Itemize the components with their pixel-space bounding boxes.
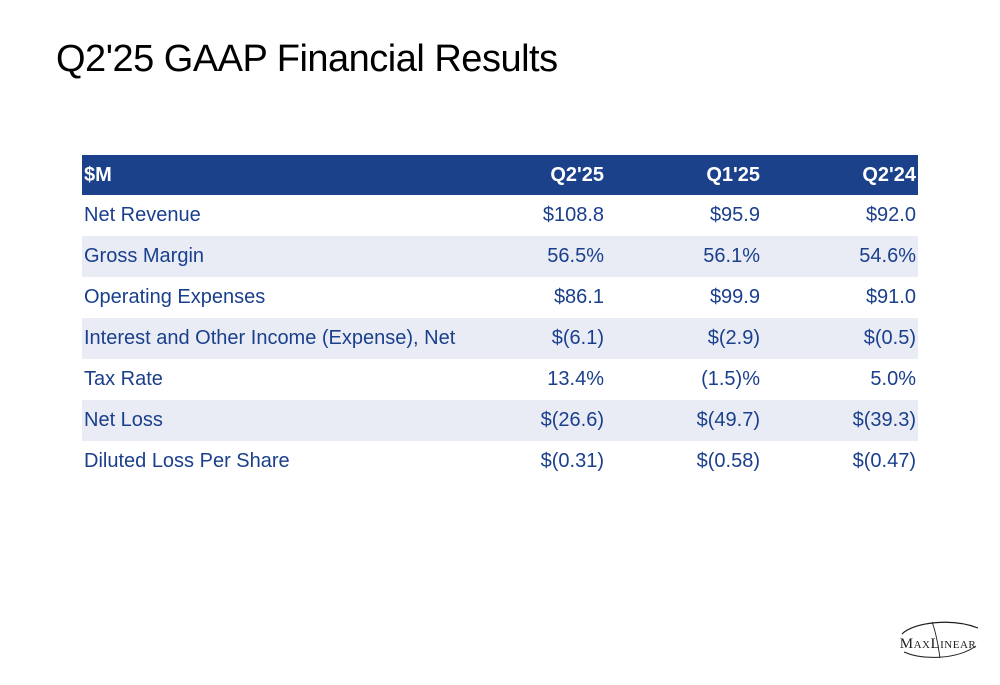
- cell-q2-25: $86.1: [553, 286, 604, 308]
- row-label: Net Revenue: [84, 204, 201, 226]
- cell-q2-24: $(0.47): [852, 450, 916, 472]
- cell-q2-25: $(6.1): [444, 318, 606, 359]
- row-label: Interest and Other Income (Expense), Net: [82, 318, 455, 359]
- cell-q2-24: $(39.3): [762, 400, 918, 441]
- table-header-row: $M Q2'25 Q1'25 Q2'24: [82, 155, 918, 195]
- table-row-interest-other-income: Interest and Other Income (Expense), Net…: [82, 318, 918, 359]
- column-header-unit: $M: [82, 155, 444, 195]
- cell-q1-25: $95.9: [709, 204, 760, 226]
- row-label: Diluted Loss Per Share: [84, 450, 290, 472]
- row-label: Gross Margin: [82, 236, 444, 277]
- cell-q1-25: $(2.9): [606, 318, 762, 359]
- column-header-q1-25: Q1'25: [606, 155, 762, 195]
- cell-q1-25: $(0.58): [696, 450, 760, 472]
- cell-q2-24: $(0.5): [762, 318, 918, 359]
- cell-q1-25: (1.5)%: [701, 368, 760, 390]
- cell-q2-25: 56.5%: [444, 236, 606, 277]
- cell-q2-25: $(26.6): [444, 400, 606, 441]
- row-label: Tax Rate: [84, 368, 163, 390]
- table-row-net-loss: Net Loss $(26.6) $(49.7) $(39.3): [82, 400, 918, 441]
- cell-q1-25: 56.1%: [606, 236, 762, 277]
- column-header-q2-25: Q2'25: [444, 155, 606, 195]
- page-title: Q2'25 GAAP Financial Results: [56, 38, 558, 80]
- cell-q2-25: 13.4%: [547, 368, 604, 390]
- cell-q2-24: $92.0: [865, 204, 916, 226]
- column-header-q2-24: Q2'24: [762, 155, 918, 195]
- financial-results-table: $M Q2'25 Q1'25 Q2'24 Net Revenue $108.8 …: [82, 155, 918, 482]
- logo-swoosh-icon: [901, 621, 979, 659]
- table-row-gross-margin: Gross Margin 56.5% 56.1% 54.6%: [82, 236, 918, 277]
- cell-q1-25: $(49.7): [606, 400, 762, 441]
- table-row-operating-expenses: Operating Expenses $86.1 $99.9 $91.0: [82, 277, 918, 318]
- cell-q1-25: $99.9: [709, 286, 760, 308]
- cell-q2-24: 5.0%: [870, 368, 916, 390]
- table-row-net-revenue: Net Revenue $108.8 $95.9 $92.0: [82, 195, 918, 236]
- cell-q2-25: $108.8: [542, 204, 604, 226]
- company-logo: MaxLinear: [892, 616, 984, 664]
- row-label: Operating Expenses: [84, 286, 266, 308]
- logo-wordmark: MaxLinear: [899, 636, 977, 652]
- cell-q2-24: 54.6%: [762, 236, 918, 277]
- table-row-diluted-loss-per-share: Diluted Loss Per Share $(0.31) $(0.58) $…: [82, 441, 918, 482]
- cell-q2-24: $91.0: [865, 286, 916, 308]
- cell-q2-25: $(0.31): [540, 450, 604, 472]
- row-label: Net Loss: [82, 400, 444, 441]
- table-row-tax-rate: Tax Rate 13.4% (1.5)% 5.0%: [82, 359, 918, 400]
